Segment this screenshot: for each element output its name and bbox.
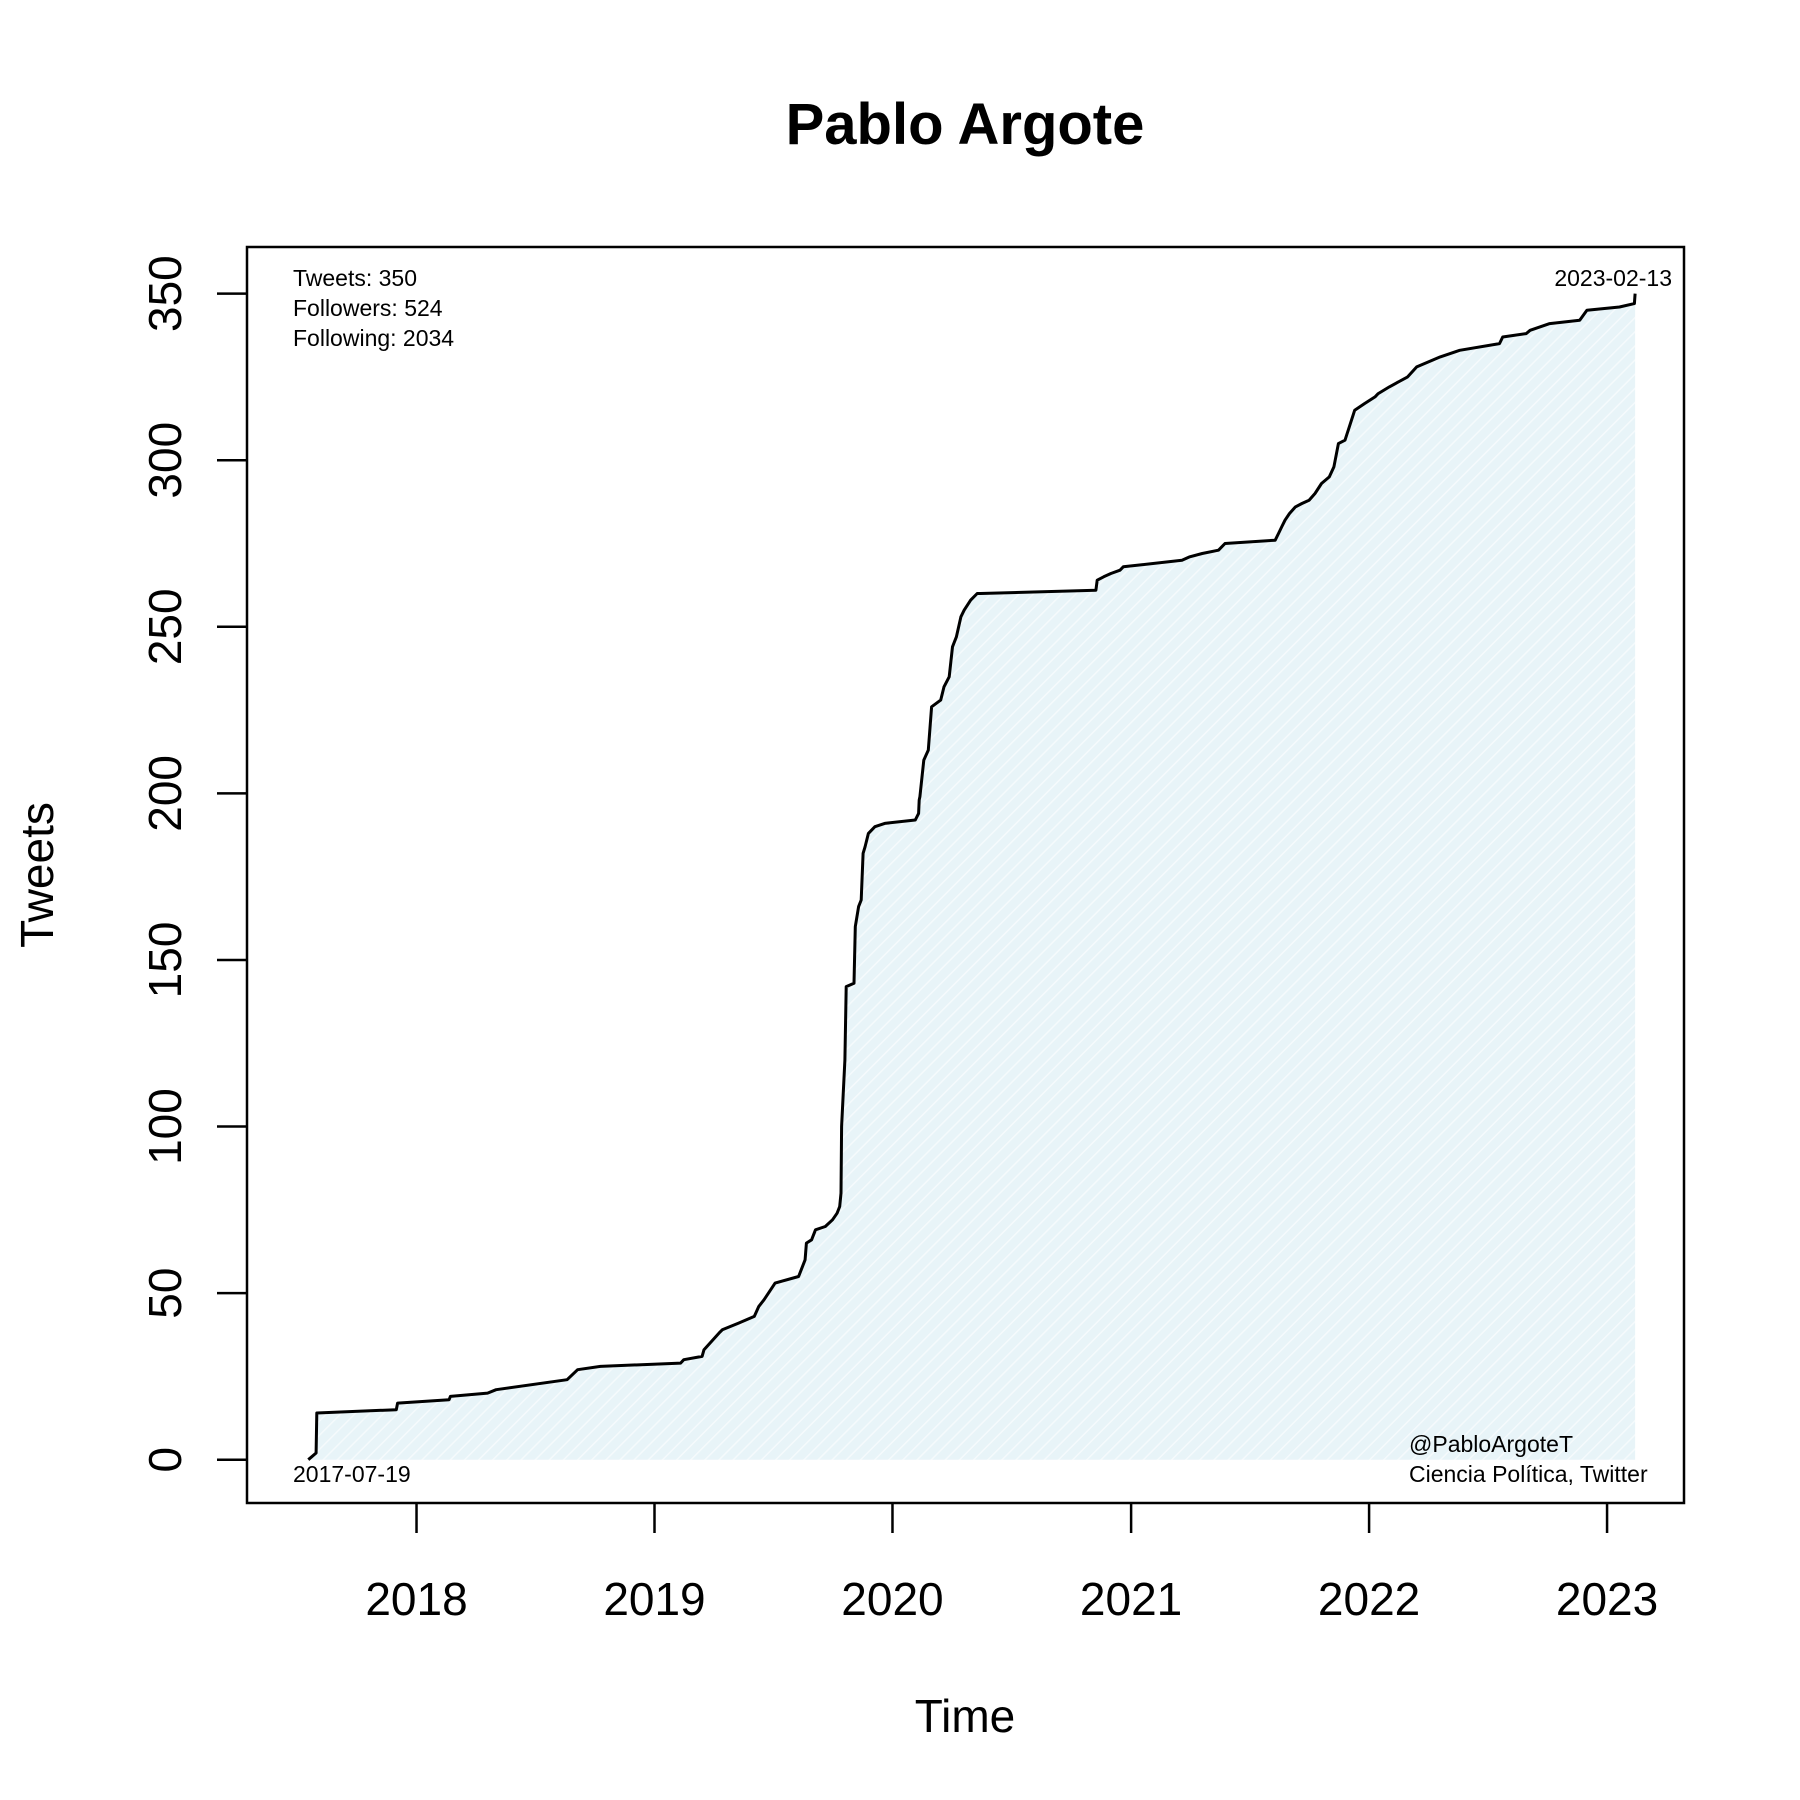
plot-frame: [245, 245, 1686, 1505]
plot-area: [307, 293, 1637, 1461]
x-tick-label: 2022: [1318, 1573, 1420, 1625]
y-tick-label: 0: [139, 1447, 191, 1473]
x-tick-label: 2021: [1080, 1573, 1182, 1625]
stat-followers: Followers: 524: [293, 295, 443, 321]
y-tick-label: 300: [139, 422, 191, 499]
y-tick-label: 50: [139, 1268, 191, 1319]
end-date-label: 2023-02-13: [1554, 265, 1672, 291]
start-date-label: 2017-07-19: [293, 1461, 411, 1487]
stat-following: Following: 2034: [293, 325, 454, 351]
account-stats: Tweets: 350 Followers: 524 Following: 20…: [293, 265, 454, 351]
x-tick-label: 2019: [603, 1573, 705, 1625]
x-axis: 2018 2019 2020 2021 2022 2023: [365, 1503, 1658, 1625]
x-tick-label: 2020: [841, 1573, 943, 1625]
chart-title: Pablo Argote: [786, 92, 1145, 157]
y-tick-label: 100: [139, 1088, 191, 1165]
credit-source: Ciencia Política, Twitter: [1409, 1461, 1648, 1487]
cumulative-area: [308, 293, 1636, 1460]
y-tick-label: 200: [139, 755, 191, 832]
x-tick-label: 2018: [365, 1573, 467, 1625]
stat-tweets: Tweets: 350: [293, 265, 417, 291]
credit-handle: @PabloArgoteT: [1409, 1431, 1573, 1457]
y-tick-label: 250: [139, 588, 191, 665]
credit-block: @PabloArgoteT Ciencia Política, Twitter: [1409, 1431, 1648, 1487]
y-axis-title: Tweets: [11, 802, 63, 948]
y-tick-label: 350: [139, 255, 191, 332]
x-tick-label: 2023: [1556, 1573, 1658, 1625]
cumulative-tweets-line: [307, 293, 1637, 1461]
y-axis: 0 50 100 150 200 250 300 350: [139, 255, 247, 1472]
y-tick-label: 150: [139, 922, 191, 999]
x-axis-title: Time: [915, 1690, 1016, 1742]
